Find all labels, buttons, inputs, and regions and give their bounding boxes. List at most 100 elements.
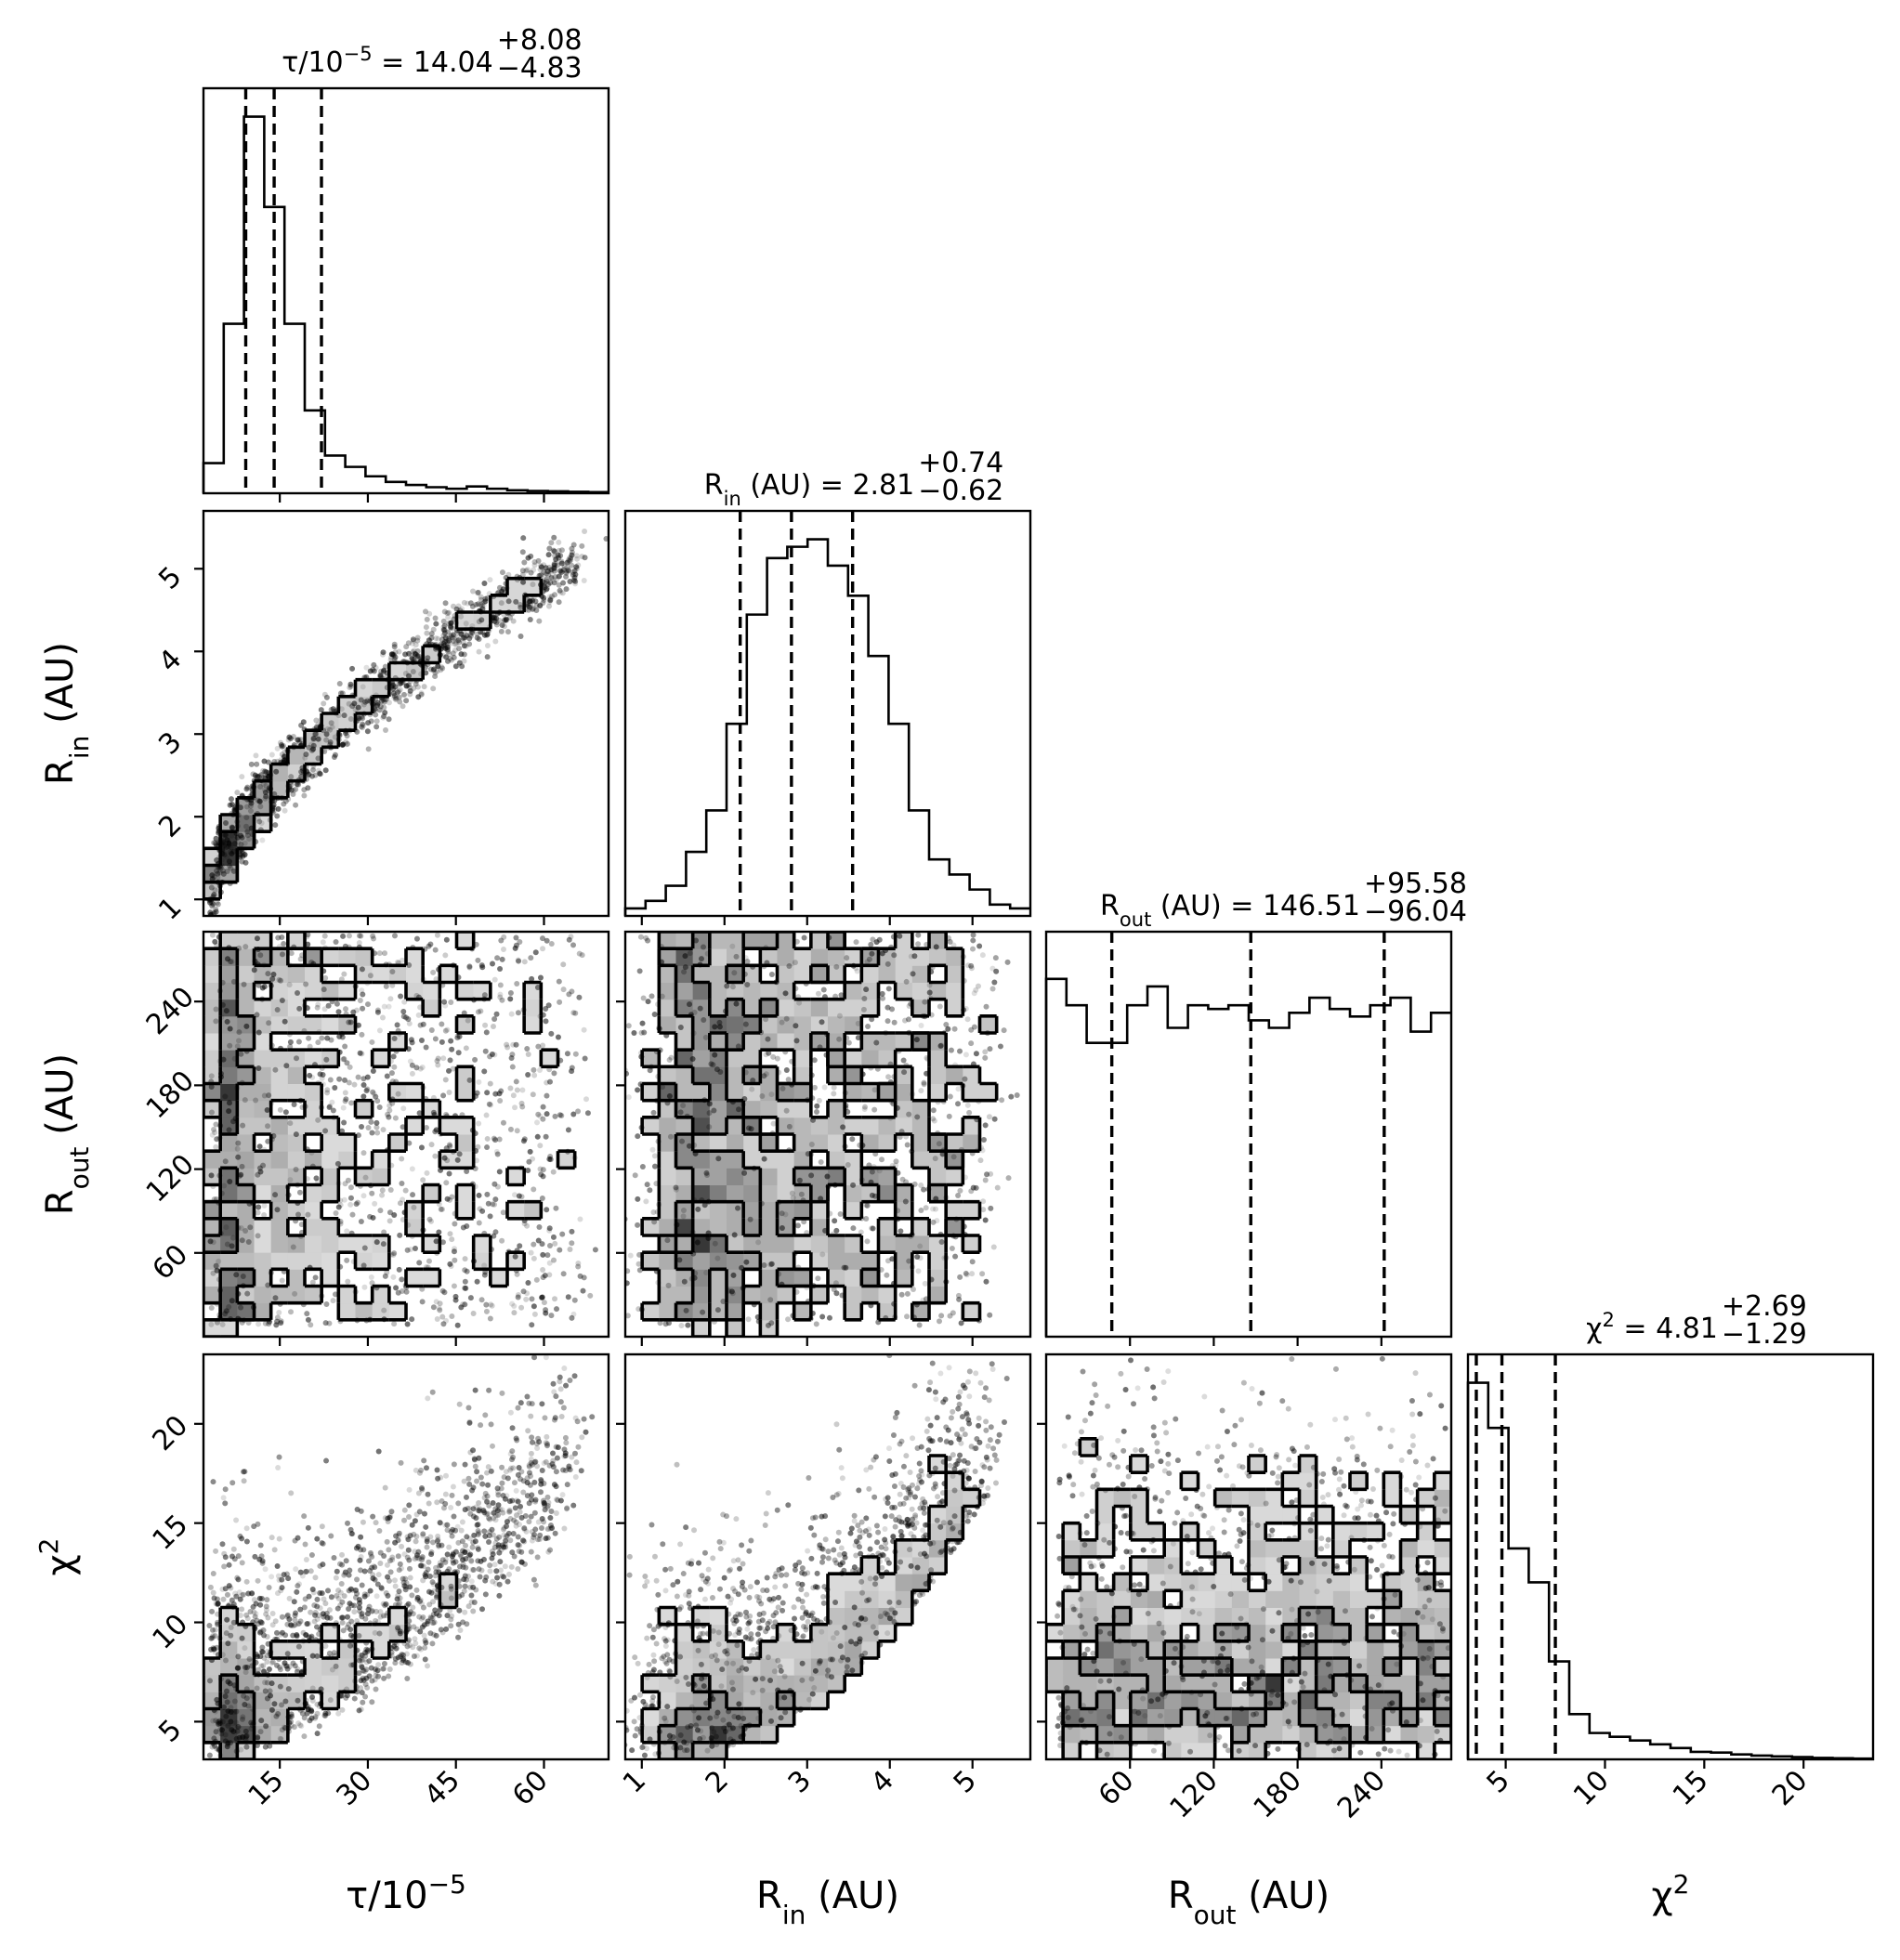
sample-point — [914, 1253, 921, 1260]
sample-point — [536, 1439, 543, 1445]
sample-point — [413, 681, 419, 687]
sample-point — [224, 1018, 230, 1025]
density-cell — [423, 982, 440, 1000]
sample-point — [869, 1225, 875, 1232]
density-cell — [675, 1302, 694, 1321]
sample-point — [213, 841, 219, 847]
histogram-line-rin — [623, 538, 1030, 916]
sample-point — [565, 1465, 571, 1471]
sample-point — [455, 603, 462, 609]
density-cell — [709, 1033, 727, 1051]
sample-point — [334, 1160, 341, 1167]
sample-point — [548, 540, 555, 546]
sample-point — [1005, 1175, 1012, 1182]
sample-point — [720, 1299, 727, 1305]
sample-point — [437, 1300, 443, 1307]
density-cell — [287, 1151, 306, 1169]
density-cell — [861, 1083, 879, 1102]
density-cell — [692, 1269, 711, 1287]
sample-point — [885, 986, 892, 992]
density-cell — [659, 965, 676, 983]
sample-point — [416, 1509, 423, 1515]
sample-point — [524, 1222, 531, 1229]
sample-point — [436, 1542, 442, 1548]
sample-point — [223, 819, 229, 826]
density-cell — [929, 1235, 947, 1253]
sample-point — [539, 1401, 545, 1407]
density-cell — [760, 1319, 778, 1337]
sample-point — [281, 753, 287, 760]
sample-point — [409, 1316, 415, 1323]
sample-point — [322, 1710, 329, 1717]
sample-point — [342, 1181, 348, 1187]
sample-point — [428, 1027, 435, 1034]
sample-point — [779, 1224, 785, 1231]
sample-point — [465, 1017, 471, 1024]
sample-point — [906, 1016, 912, 1023]
sample-point — [466, 963, 473, 970]
sample-point — [313, 724, 320, 730]
density-cell — [810, 1033, 829, 1051]
sample-point — [489, 1526, 495, 1533]
density-cell — [237, 1269, 255, 1287]
sample-point — [563, 586, 570, 593]
sample-point — [531, 1479, 538, 1485]
density-cell — [692, 1168, 711, 1185]
density-cell — [372, 965, 390, 983]
sample-point — [693, 937, 700, 944]
sample-point — [524, 1393, 531, 1400]
sample-point — [235, 1038, 242, 1044]
sample-point — [475, 1532, 481, 1538]
density-cell — [203, 1050, 221, 1067]
sample-point — [274, 745, 281, 751]
sample-point — [358, 697, 364, 703]
density-cell — [321, 1050, 339, 1067]
sample-point — [370, 1214, 376, 1221]
sample-point — [400, 1657, 406, 1664]
sample-point — [824, 1173, 831, 1180]
density-cell — [287, 1269, 306, 1287]
sample-point — [370, 1089, 376, 1095]
density-cell — [456, 612, 475, 630]
sample-point — [552, 553, 558, 559]
sample-point — [459, 663, 465, 670]
sample-point — [320, 1072, 326, 1078]
density-cell — [270, 965, 289, 983]
sample-point — [449, 634, 455, 640]
sample-point — [235, 1140, 242, 1146]
density-cell — [355, 1302, 373, 1321]
sample-point — [226, 858, 232, 865]
sample-point — [476, 1500, 482, 1507]
density-cell — [828, 965, 845, 983]
sample-point — [391, 1321, 398, 1327]
density-cell — [237, 932, 255, 949]
sample-point — [484, 643, 491, 649]
sample-point — [560, 987, 567, 993]
sample-point — [397, 1600, 403, 1606]
sample-point — [269, 1680, 275, 1687]
sample-point — [541, 597, 547, 604]
sample-point — [256, 1165, 263, 1171]
sample-point — [351, 1602, 358, 1609]
sample-point — [209, 1744, 216, 1750]
sample-point — [514, 1128, 520, 1134]
sample-point — [550, 1169, 557, 1175]
sample-point — [991, 1116, 998, 1122]
sample-point — [385, 1111, 391, 1117]
density-cell — [270, 1640, 289, 1659]
sample-point — [979, 1271, 986, 1277]
sample-point — [313, 1175, 320, 1182]
sample-point — [645, 937, 651, 944]
density-cell — [946, 1151, 963, 1169]
density-cell — [760, 1286, 778, 1304]
density-cell — [727, 932, 744, 949]
density-cell — [675, 982, 694, 1000]
sample-point — [543, 1018, 549, 1025]
sample-point — [569, 1454, 575, 1460]
sample-point — [521, 1526, 528, 1533]
sample-point — [714, 1307, 721, 1313]
sample-point — [418, 1144, 425, 1151]
density-cell — [406, 1083, 424, 1102]
sample-point — [413, 642, 419, 648]
sample-point — [569, 1314, 575, 1321]
